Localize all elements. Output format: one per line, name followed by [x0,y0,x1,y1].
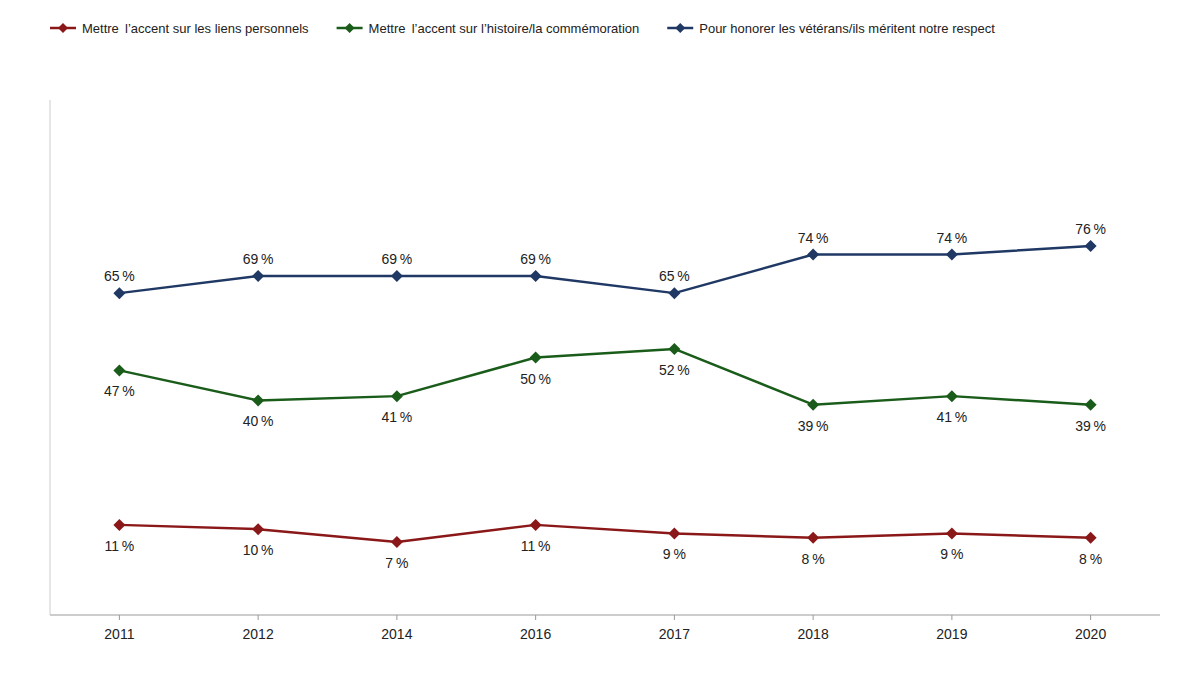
data-label: 76 % [1075,221,1106,237]
x-tick-label: 2014 [381,626,412,642]
y-axis-line [50,100,51,615]
point-marker [946,527,958,539]
point-marker [668,527,680,539]
chart-container: 2011 2012 2014 2016 2017 2018 2019 2020 11 % 47 %… [0,0,1200,675]
series-line [119,349,1090,405]
legend-label: Mettre l’accent sur l’histoire/la commém… [369,21,640,36]
x-tick [1090,615,1091,620]
data-label: 11 % [104,538,134,554]
plot-area [113,240,1096,548]
data-label: 10 % [243,542,274,558]
series-line [119,525,1090,542]
point-marker [113,364,125,376]
x-tick-label: 2012 [243,626,274,642]
data-label: 50 % [520,371,551,387]
x-tick-label: 2011 [104,626,134,642]
data-label: 8 % [1079,551,1102,567]
data-label: 52 % [659,362,690,378]
legend-swatch-marker [675,23,685,33]
legend-label: Pour honorer les vétérans/ils méritent n… [699,21,995,36]
point-marker [252,394,264,406]
data-label: 9 % [940,546,963,562]
point-marker [113,519,125,531]
legend-swatch-marker [345,23,355,33]
point-marker [252,270,264,282]
x-tick [951,615,952,620]
point-marker [530,270,542,282]
x-tick [396,615,397,620]
chart-svg: 2011 2012 2014 2016 2017 2018 2019 2020 11 % 47 %… [0,0,1200,675]
point-marker [391,390,403,402]
data-label: 74 % [798,230,829,246]
x-tick-label: 2020 [1075,626,1106,642]
x-tick [119,615,120,620]
data-label: 47 % [104,383,135,399]
point-marker [1085,399,1097,411]
point-marker [391,270,403,282]
point-marker [530,352,542,364]
point-marker [530,519,542,531]
data-label: 7 % [385,555,408,571]
data-label: 8 % [802,551,825,567]
x-tick [813,615,814,620]
x-tick [674,615,675,620]
point-marker [113,287,125,299]
data-label: 41 % [936,409,967,425]
point-marker [807,249,819,261]
data-label: 69 % [381,251,412,267]
x-tick-label: 2017 [659,626,690,642]
point-marker [1085,240,1097,252]
data-label: 69 % [243,251,274,267]
point-marker [807,532,819,544]
data-label: 40 % [243,413,274,429]
data-label: 65 % [104,268,135,284]
data-label: 69 % [520,251,551,267]
data-labels: 11 % 47 % 65 % 10 % 40 % 69 % 7 % 41 % 69 % 11 % 5… [104,221,1106,571]
legend-swatch-marker [58,23,68,33]
legend: Mettre l’accent sur les liens personnels… [50,21,995,36]
point-marker [391,536,403,548]
legend-item: Mettre l’accent sur l’histoire/la commém… [337,21,640,36]
data-label: 11 % [521,538,551,554]
point-marker [946,249,958,261]
x-tick [258,615,259,620]
legend-item: Pour honorer les vétérans/ils méritent n… [667,21,995,36]
x-tick-label: 2016 [520,626,551,642]
point-marker [946,390,958,402]
x-tick [535,615,536,620]
data-label: 65 % [659,268,690,284]
data-label: 41 % [381,409,412,425]
series-line [119,246,1090,293]
point-marker [807,399,819,411]
data-label: 39 % [798,418,829,434]
legend-item: Mettre l’accent sur les liens personnels [50,21,309,36]
data-label: 9 % [663,546,686,562]
legend-label: Mettre l’accent sur les liens personnels [82,21,309,36]
point-marker [668,287,680,299]
data-label: 39 % [1075,418,1106,434]
point-marker [1085,532,1097,544]
x-axis-line [50,615,1160,616]
point-marker [252,523,264,535]
x-tick-label: 2019 [936,626,967,642]
point-marker [668,343,680,355]
axes: 2011 2012 2014 2016 2017 2018 2019 2020 [50,100,1160,642]
data-label: 74 % [936,230,967,246]
x-tick-label: 2018 [798,626,829,642]
